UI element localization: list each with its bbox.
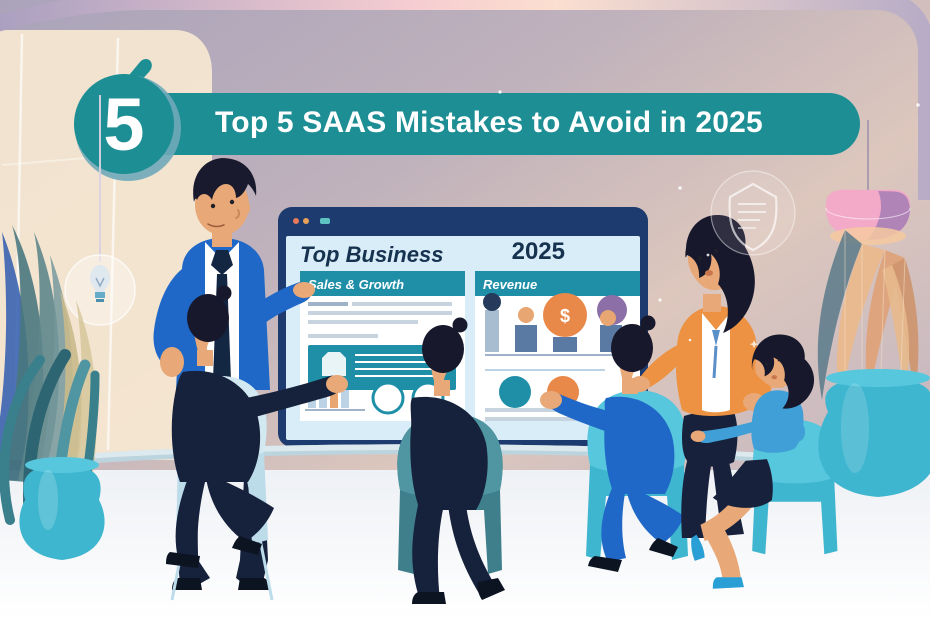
svg-text:$: $: [560, 306, 570, 326]
svg-text:Revenue: Revenue: [483, 277, 537, 292]
svg-text:Sales & Growth: Sales & Growth: [308, 277, 404, 292]
svg-text:2025: 2025: [512, 238, 565, 265]
svg-text:Top Business: Top Business: [300, 242, 443, 267]
svg-text:5: 5: [103, 83, 144, 166]
svg-text:Top 5 SAAS Mistakes to Avoid i: Top 5 SAAS Mistakes to Avoid in 2025: [215, 106, 763, 139]
